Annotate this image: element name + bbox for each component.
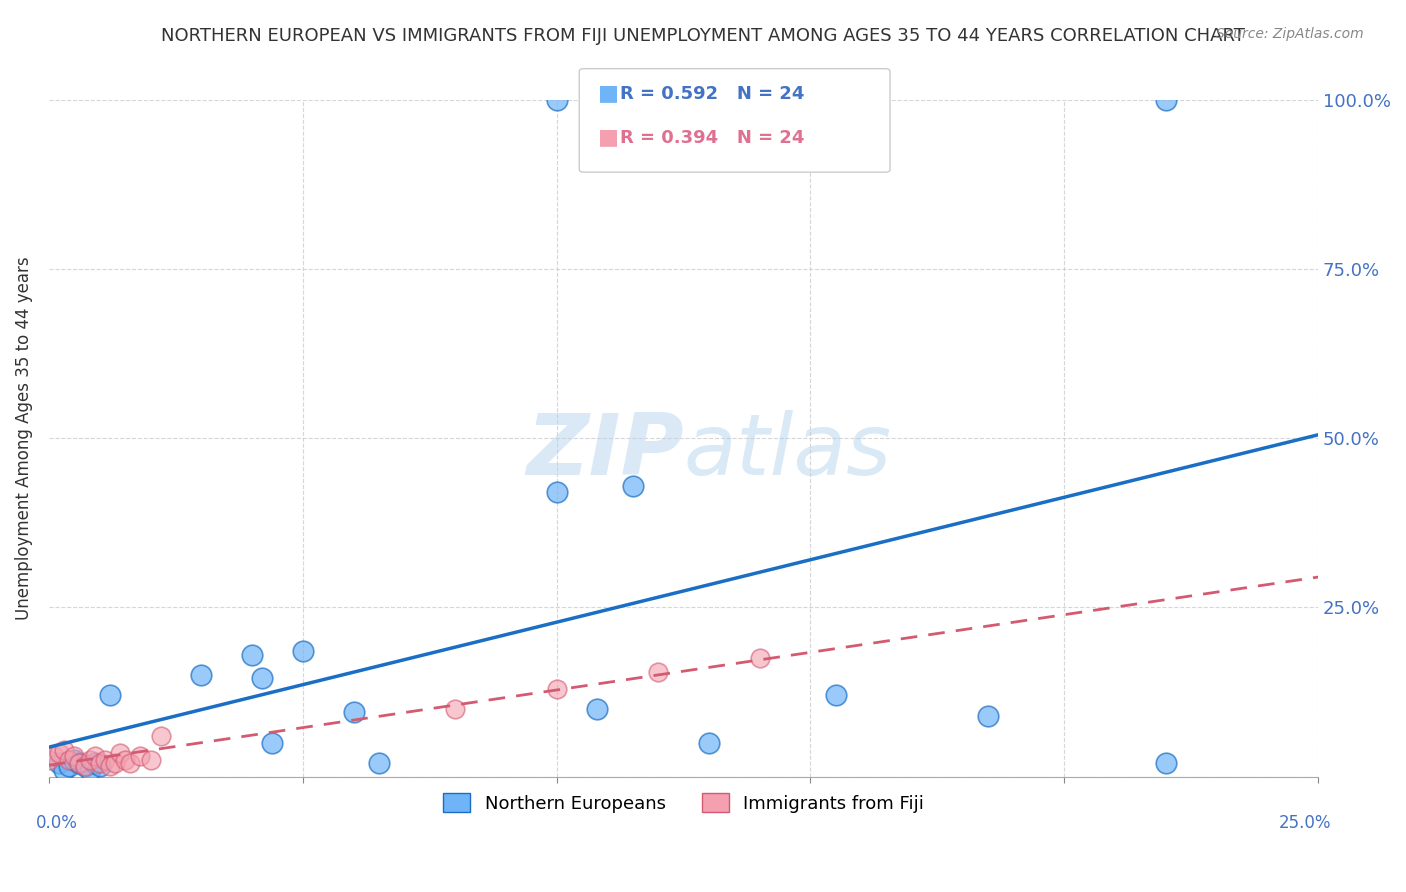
Point xyxy=(79,763,101,777)
Point xyxy=(104,756,127,770)
Point xyxy=(89,756,111,770)
Legend: Northern Europeans, Immigrants from Fiji: Northern Europeans, Immigrants from Fiji xyxy=(434,784,934,822)
Point xyxy=(250,672,273,686)
Point xyxy=(546,93,568,107)
Point xyxy=(63,753,86,767)
Point xyxy=(98,689,121,703)
Point xyxy=(1154,93,1177,107)
Text: 25.0%: 25.0% xyxy=(1278,814,1331,832)
Point xyxy=(53,742,76,756)
Point xyxy=(73,759,96,773)
Point xyxy=(697,736,720,750)
Point xyxy=(139,753,162,767)
Point xyxy=(977,708,1000,723)
Point xyxy=(1154,756,1177,770)
Point xyxy=(83,749,105,764)
Point xyxy=(48,746,70,760)
Y-axis label: Unemployment Among Ages 35 to 44 years: Unemployment Among Ages 35 to 44 years xyxy=(15,256,32,620)
Point xyxy=(73,759,96,773)
Point xyxy=(98,759,121,773)
Point xyxy=(824,689,846,703)
Text: R = 0.394   N = 24: R = 0.394 N = 24 xyxy=(620,129,804,147)
Point xyxy=(190,668,212,682)
Point xyxy=(53,763,76,777)
Point xyxy=(291,644,314,658)
Point xyxy=(129,749,152,764)
Point xyxy=(67,756,90,770)
Point xyxy=(48,756,70,770)
Point xyxy=(748,651,770,665)
Point xyxy=(94,753,117,767)
Text: R = 0.592   N = 24: R = 0.592 N = 24 xyxy=(620,85,804,103)
Point xyxy=(546,485,568,500)
Point xyxy=(586,702,609,716)
Point xyxy=(262,736,284,750)
Point xyxy=(546,681,568,696)
Point xyxy=(58,753,80,767)
Point xyxy=(108,746,131,760)
Point xyxy=(79,753,101,767)
Text: Source: ZipAtlas.com: Source: ZipAtlas.com xyxy=(1216,27,1364,41)
Text: ZIP: ZIP xyxy=(526,410,683,493)
Point xyxy=(67,756,90,770)
Point xyxy=(63,749,86,764)
Point xyxy=(444,702,467,716)
Point xyxy=(38,753,60,767)
Text: atlas: atlas xyxy=(683,410,891,493)
Text: ■: ■ xyxy=(598,128,619,147)
Point xyxy=(368,756,391,770)
Point xyxy=(240,648,263,662)
Point xyxy=(42,749,65,764)
Point xyxy=(120,756,142,770)
Point xyxy=(621,478,644,492)
Text: 0.0%: 0.0% xyxy=(37,814,79,832)
Point xyxy=(83,756,105,770)
Point xyxy=(647,665,669,679)
Point xyxy=(342,706,364,720)
Point xyxy=(89,759,111,773)
Point xyxy=(149,729,172,743)
Point xyxy=(114,753,136,767)
Text: ■: ■ xyxy=(598,83,619,103)
Point xyxy=(58,759,80,773)
Text: NORTHERN EUROPEAN VS IMMIGRANTS FROM FIJI UNEMPLOYMENT AMONG AGES 35 TO 44 YEARS: NORTHERN EUROPEAN VS IMMIGRANTS FROM FIJ… xyxy=(162,27,1244,45)
